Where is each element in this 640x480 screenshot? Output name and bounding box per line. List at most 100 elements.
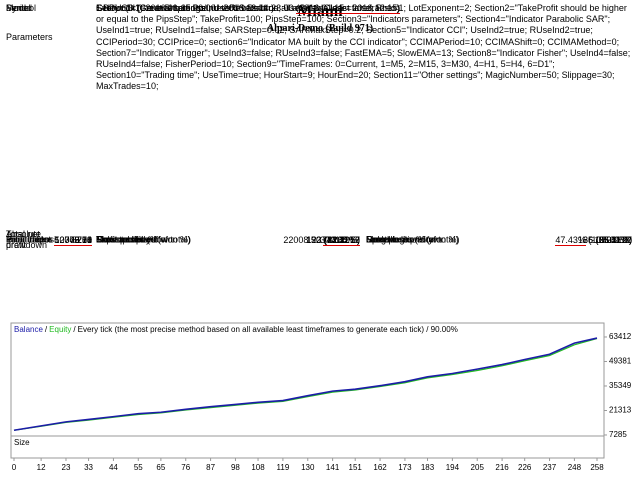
info-value: GBPUSD (Great Britain Pound vs US Dollar… xyxy=(96,3,634,14)
stats-row: Total net profit 52775.90 Gross profit 7228… xyxy=(0,168,640,250)
value-part: 192 (74.42%) xyxy=(305,235,360,245)
x-tick-label: 248 xyxy=(568,463,582,472)
stat-label: Loss trades (% of total) xyxy=(366,235,566,246)
x-tick-label: 119 xyxy=(277,463,290,472)
value-part: 123 (82.11%) xyxy=(306,235,360,245)
stat-value: 258 xyxy=(76,235,92,246)
stat-value: 3.71 xyxy=(74,235,92,245)
value-part: -19509.27 xyxy=(591,235,632,245)
value-part: Every tick (the most precise method base… xyxy=(96,3,400,13)
label-text: Bars in test xyxy=(6,234,52,245)
y-tick-label: 35349 xyxy=(609,381,632,390)
label-text: Ticks modelled xyxy=(96,234,156,245)
legend-separator: / xyxy=(73,325,76,334)
value-part: 258 xyxy=(76,235,92,246)
label-text: Profit trades (% of total) xyxy=(96,234,191,245)
label-text: Spread xyxy=(366,234,396,245)
value-part: 47.43% xyxy=(555,235,586,246)
x-tick-label: 183 xyxy=(421,463,435,472)
label-text: Parameters xyxy=(6,32,53,42)
x-tick-label: 12 xyxy=(37,463,46,472)
legend-description: Every tick (the most precise method base… xyxy=(78,325,458,334)
x-tick-label: 0 xyxy=(12,463,17,472)
info-value: 1 Hour (H1) 2016.01.15 00:00 - 2016.12.1… xyxy=(96,3,634,14)
y-tick-label: 7285 xyxy=(609,430,627,439)
y-tick-label: 63412 xyxy=(609,332,632,341)
label-text: Long positions (won %) xyxy=(366,234,460,245)
stat-value: 20 xyxy=(622,235,632,245)
stats-row: Initial deposit 10000.00 Spread 20 xyxy=(0,142,640,246)
stat-label: Bars in test xyxy=(6,235,62,246)
value-part: 1 Hour (H1) 2016.01.15 00:00 - 2016.12.1… xyxy=(96,3,294,13)
value-part: 22008.50 xyxy=(283,235,321,245)
x-tick-label: 130 xyxy=(301,463,315,472)
stat-label: Absolute drawdown xyxy=(6,229,62,251)
legend-entry: Equity xyxy=(49,325,71,334)
label-text: Model xyxy=(6,3,31,13)
report-title: Miami xyxy=(297,3,343,20)
value-part: 135 (67.41%) xyxy=(577,235,632,245)
value-part: GBPUSD (Great Britain Pound vs US Dollar… xyxy=(96,3,275,13)
x-tick-label: 141 xyxy=(326,463,340,472)
stat-label: Total net profit xyxy=(6,229,62,251)
value-part: 3.71 xyxy=(74,235,92,245)
legend-entry: Balance xyxy=(14,325,43,334)
x-tick-label: 216 xyxy=(495,463,509,472)
label-text: Gross loss xyxy=(366,234,409,245)
x-tick-label: 108 xyxy=(251,463,265,472)
label-text: Period xyxy=(6,3,33,13)
series-line xyxy=(13,337,598,432)
value-part: (2016.01.15 - 2016.12.15) xyxy=(296,3,401,14)
value-part: 6734 xyxy=(71,235,92,245)
x-tick-label: 87 xyxy=(206,463,215,472)
report-table: Symbol GBPUSD (Great Britain Pound vs US … xyxy=(0,0,640,266)
x-tick-label: 23 xyxy=(62,463,71,472)
stat-value: 66 (25.58%) xyxy=(583,235,632,245)
legend: Balance / Equity / Every tick (the most prec… xyxy=(14,325,458,334)
label-text: Modelling quality xyxy=(366,234,434,245)
plot-frame xyxy=(10,322,605,459)
label-text: Relative drawdown xyxy=(366,234,443,245)
stat-value: 10000.00 xyxy=(54,235,92,245)
value-part: 66 (25.58%) xyxy=(582,235,632,245)
report-subtitle: Alpari-Demo (Build 971) xyxy=(266,23,374,34)
x-tick-label: 151 xyxy=(349,463,363,472)
info-label: Model xyxy=(6,3,31,13)
stat-label: Total trades xyxy=(6,235,62,246)
label-text: Profit factor xyxy=(6,234,53,245)
stats-row: Bars in test 6734 Ticks modelled 30012959 Mo… xyxy=(0,124,640,246)
info-label: Symbol xyxy=(6,3,36,13)
label-text: Initial deposit xyxy=(6,234,59,245)
stat-label: Spread xyxy=(366,235,566,246)
stat-value: 192 (74.42%) xyxy=(306,235,360,245)
info-value: Every tick (the most precise method base… xyxy=(96,3,634,14)
stat-label: Gross profit xyxy=(96,235,296,246)
size-label: Size xyxy=(14,438,30,447)
label-text: Total net profit xyxy=(6,229,41,250)
label-text: Gross profit xyxy=(96,234,143,245)
stat-value: 22008.50 (43.31%) xyxy=(283,235,360,246)
label-text: Total trades xyxy=(6,234,53,245)
stat-label: Maximal drawdown xyxy=(96,235,296,246)
value-part: 204.56 xyxy=(332,235,360,245)
stats-row: Profit factor 3.71 Expected payoff 204.56 xyxy=(0,194,640,246)
stat-label: Short positions (won %) xyxy=(96,235,296,246)
x-tick-label: 162 xyxy=(373,463,387,472)
x-tick-label: 258 xyxy=(590,463,604,472)
stats-row: Total trades 258 Short positions (won %) 12… xyxy=(0,234,640,266)
stat-value: 204.56 xyxy=(332,235,360,245)
info-row: Model Every tick (the most precise method… xyxy=(0,3,640,48)
stat-label: Gross loss xyxy=(366,235,566,246)
value-part: (10721.52) xyxy=(588,235,632,245)
stat-value: 72285.17 xyxy=(322,235,360,245)
legend-separator: / xyxy=(45,325,48,334)
value-part: 72285.17 xyxy=(322,235,360,245)
stat-value: 47.43% (10721.52) xyxy=(555,235,632,246)
value-part: 30012959 xyxy=(319,235,360,245)
label-text: Symbol xyxy=(6,3,37,13)
label-text: Expected payoff xyxy=(96,234,161,245)
x-tick-label: 65 xyxy=(156,463,165,472)
info-row: Symbol GBPUSD (Great Britain Pound vs US … xyxy=(0,0,640,16)
stat-value: 90.00% xyxy=(601,235,632,245)
